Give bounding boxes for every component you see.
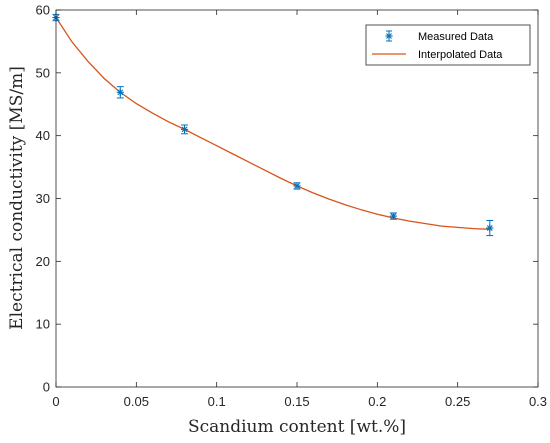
- x-tick-label: 0.3: [529, 394, 547, 409]
- marker-stroke: [386, 33, 392, 39]
- x-tick-label: 0.1: [208, 394, 226, 409]
- legend-measured-marker: [385, 30, 393, 42]
- marker-stroke: [181, 126, 188, 133]
- x-tick-label: 0.2: [368, 394, 386, 409]
- x-tick-label: 0: [52, 394, 59, 409]
- marker-stroke: [486, 225, 493, 231]
- x-tick-label: 0.05: [124, 394, 149, 409]
- y-tick-label: 0: [43, 380, 50, 395]
- marker-stroke: [294, 183, 300, 189]
- measured-data-point: [389, 212, 397, 220]
- measured-data-point: [180, 124, 189, 135]
- y-axis-title: Electrical conductivity [MS/m]: [7, 66, 27, 330]
- legend-interpolated-label: Interpolated Data: [418, 49, 503, 61]
- measured-data-point: [486, 219, 494, 237]
- x-axis-title: Scandium content [wt.%]: [188, 417, 406, 437]
- marker-stroke: [390, 213, 397, 220]
- x-tick-label: 0.15: [284, 394, 309, 409]
- legend-box: [365, 24, 531, 66]
- y-tick-label: 40: [36, 128, 50, 143]
- plot-area: [56, 10, 538, 387]
- interpolated-data-line: [55, 17, 490, 230]
- axes-layer: 0 0.05 0.1 0.15 0.2 0.25 0.3 0 10 20 30 40 50 60: [36, 3, 548, 410]
- y-tick-label: 50: [36, 65, 50, 80]
- y-tick-label: 60: [36, 3, 50, 18]
- legend: Measured Data Interpolated Data: [365, 24, 531, 66]
- legend-measured-label: Measured Data: [418, 31, 494, 43]
- y-tick-label: 30: [36, 191, 50, 206]
- marker-stroke: [117, 89, 124, 96]
- y-tick-label: 20: [36, 254, 50, 269]
- y-tick-label: 10: [36, 317, 50, 332]
- measured-data-point: [116, 86, 124, 99]
- x-tick-label: 0.25: [445, 394, 470, 409]
- measured-data-point: [293, 182, 301, 190]
